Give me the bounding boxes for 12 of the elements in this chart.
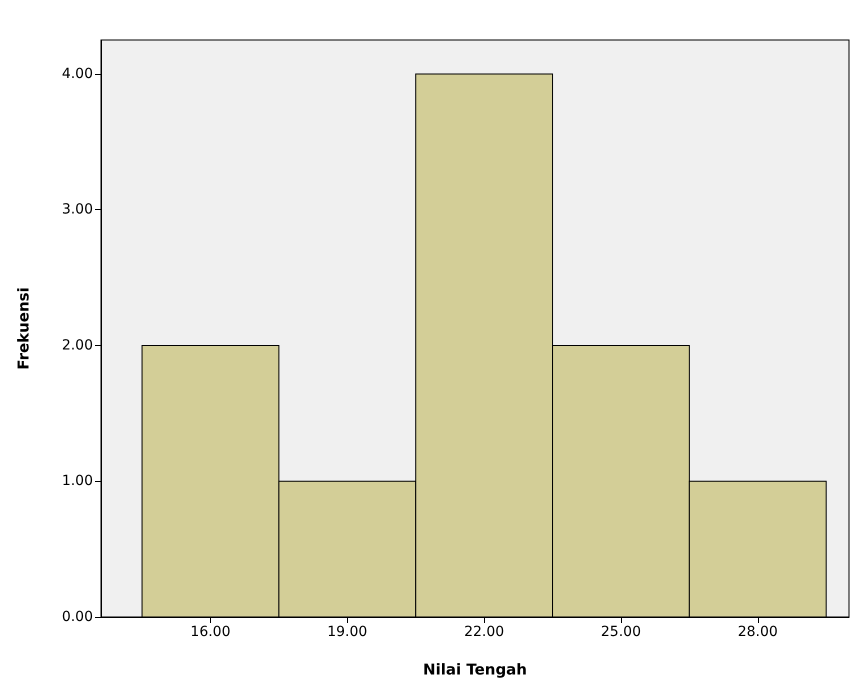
- x-tick-label: 16.00: [190, 624, 231, 640]
- x-tick-label: 28.00: [738, 624, 778, 640]
- y-tick-label: 3.00: [62, 202, 93, 218]
- y-tick-label: 2.00: [62, 337, 93, 354]
- x-tick-label: 22.00: [464, 624, 504, 640]
- y-tick-label: 4.00: [62, 66, 93, 82]
- x-axis-title: Nilai Tengah: [423, 660, 527, 678]
- y-tick-label: 0.00: [62, 609, 93, 625]
- x-tick-label: 25.00: [600, 624, 641, 640]
- x-tick-label: 19.00: [327, 624, 368, 640]
- y-tick-label: 1.00: [62, 473, 93, 490]
- y-axis-title: Frekuensi: [14, 287, 32, 370]
